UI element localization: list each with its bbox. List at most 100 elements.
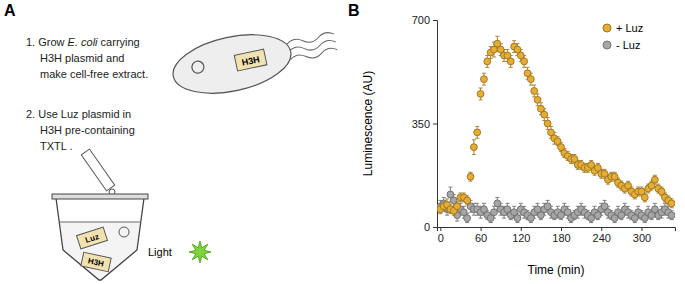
x-tick-mark — [641, 227, 642, 231]
step-text: 1. Grow E. coli carrying — [26, 36, 140, 48]
tube-plasmid — [119, 227, 129, 237]
tube-box: H3H — [81, 252, 111, 272]
x-tick-label: 180 — [552, 232, 570, 244]
series — [437, 187, 675, 222]
x-axis: 0 60 120 180 240 300 — [438, 227, 676, 244]
x-tick: 180 — [552, 227, 570, 244]
x-tick-mark — [561, 227, 562, 231]
step-text: H3H pre-containing — [40, 124, 135, 136]
data-point — [464, 197, 471, 204]
x-tick: 120 — [512, 227, 530, 244]
x-tick-label: 60 — [475, 232, 487, 244]
step-text-part: E. coli — [68, 36, 99, 48]
x-tick: 0 — [438, 227, 444, 244]
x-tick-mark — [601, 227, 602, 231]
panel-b: B 0 60 120 180 240 300 0 350 700 Time (min) Lumines… — [348, 2, 676, 277]
x-tick-label: 0 — [438, 232, 444, 244]
data-point — [651, 176, 658, 183]
x-axis-title: Time (min) — [528, 263, 585, 277]
plot-area — [437, 36, 675, 222]
step-text: TXTL . — [40, 140, 73, 152]
flagellum — [290, 47, 338, 63]
tube-liquid — [60, 222, 140, 280]
legend: + Luz - Luz — [603, 22, 643, 51]
data-point — [470, 144, 477, 151]
data-point — [541, 111, 548, 118]
flagellum — [288, 39, 336, 55]
tube-box-rect — [81, 252, 111, 272]
data-point — [474, 129, 481, 136]
step-text-part: 1. Grow — [26, 36, 68, 48]
plasmid — [191, 60, 205, 74]
panel-label: A — [4, 2, 16, 19]
step-text: 2. Use Luz plasmid in — [26, 108, 131, 120]
panel-a: A 1. Grow E. coli carrying H3H plasmid and… — [4, 2, 341, 280]
data-point — [641, 194, 648, 201]
liquid-level — [60, 222, 140, 223]
legend-label: + Luz — [616, 22, 643, 34]
x-tick-label: 120 — [512, 232, 530, 244]
x-tick-mark — [440, 227, 441, 231]
data-point — [514, 215, 521, 222]
flagellum — [286, 31, 334, 47]
x-tick-label: 300 — [633, 232, 651, 244]
y-tick-label: 0 — [424, 221, 430, 233]
data-point — [531, 88, 538, 95]
step-text-part: carrying — [98, 36, 140, 48]
data-point — [484, 58, 491, 65]
step-text-part: 2. Use Luz plasmid in — [26, 108, 131, 120]
tube-box: Luz — [77, 227, 108, 249]
data-point — [544, 120, 551, 127]
x-axis-line — [438, 228, 676, 232]
tube-box-label: H3H — [87, 256, 105, 268]
data-point — [668, 200, 675, 207]
data-point — [668, 212, 675, 219]
data-point — [527, 76, 534, 83]
step-text-part: H3H plasmid and — [40, 52, 124, 64]
gene-label: H3H — [241, 54, 261, 68]
y-tick: 700 — [412, 14, 437, 26]
y-axis-line — [433, 21, 438, 228]
data-point — [467, 173, 474, 180]
tube-box-rect — [77, 227, 108, 249]
y-tick-label: 350 — [412, 118, 430, 130]
cell-body — [168, 25, 297, 103]
y-tick-mark — [433, 227, 437, 228]
step-text: H3H plasmid and — [40, 52, 124, 64]
step-text-part: make cell-free extract. — [40, 68, 148, 80]
step-text-part: TXTL . — [40, 140, 73, 152]
data-point — [477, 91, 484, 98]
step-text-part: H3H pre-containing — [40, 124, 135, 136]
legend-marker — [603, 41, 611, 49]
chart-title: B — [348, 2, 360, 19]
x-tick: 300 — [633, 227, 651, 244]
data-point — [507, 58, 514, 65]
x-tick-mark — [481, 227, 482, 231]
data-point — [454, 203, 461, 210]
y-axis: 0 350 700 — [412, 14, 438, 233]
data-point — [521, 58, 528, 65]
light-star — [189, 241, 211, 263]
x-tick-label: 240 — [593, 232, 611, 244]
y-axis-title: Luminescence (AU) — [361, 71, 375, 176]
data-point — [534, 96, 541, 103]
gene-box — [234, 49, 267, 71]
figure: A 1. Grow E. coli carrying H3H plasmid and… — [0, 0, 685, 284]
legend-label: - Luz — [616, 39, 640, 51]
y-tick: 0 — [424, 221, 437, 233]
bacterium: H3H — [168, 16, 342, 103]
x-tick: 60 — [475, 227, 487, 244]
y-tick-mark — [433, 124, 437, 125]
y-tick-label: 700 — [412, 14, 430, 26]
data-point — [481, 76, 488, 83]
data-point — [464, 215, 471, 222]
y-tick-mark — [433, 20, 437, 21]
y-tick: 350 — [412, 118, 437, 130]
tube-rim — [52, 194, 148, 199]
pipette — [81, 149, 114, 191]
tube-box-label: Luz — [84, 232, 100, 245]
series — [437, 36, 675, 215]
data-point — [491, 209, 498, 216]
light-label: Light — [148, 246, 172, 258]
tube — [56, 198, 144, 280]
